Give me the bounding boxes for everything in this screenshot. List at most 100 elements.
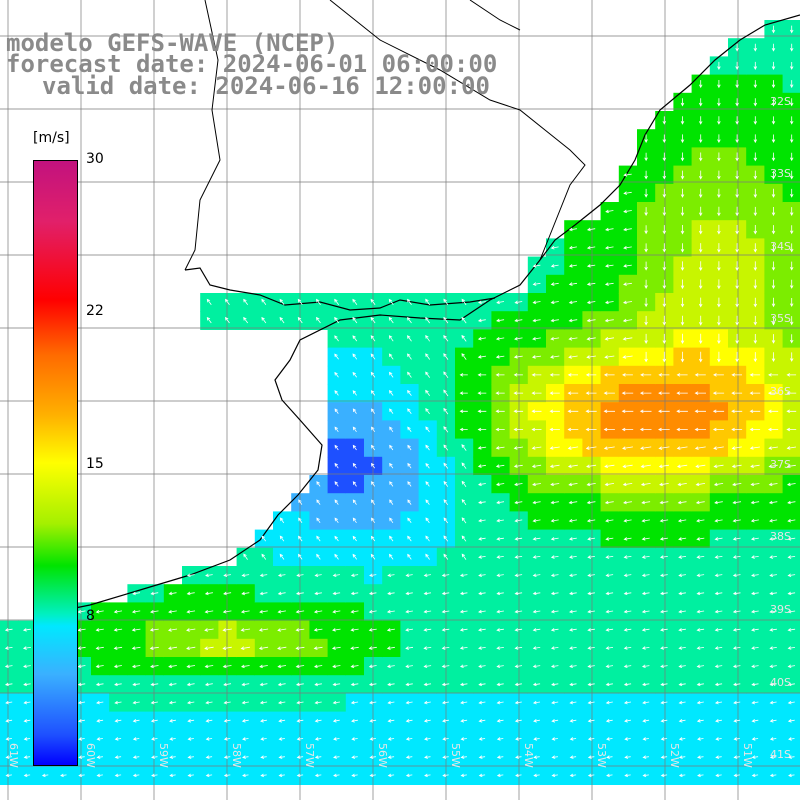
wind-arrow [4, 682, 13, 687]
wind-arrow [131, 628, 141, 632]
wind-arrow [350, 664, 359, 669]
wind-arrow [205, 773, 213, 778]
wind-arrow [513, 373, 523, 377]
wind-arrow [644, 351, 648, 363]
wind-arrow [622, 318, 633, 323]
wind-arrow [641, 591, 650, 596]
wind-arrow [316, 553, 321, 560]
wind-arrow [568, 500, 578, 505]
wind-arrow [168, 664, 177, 669]
wind-arrow [425, 371, 431, 378]
wind-arrow [771, 225, 776, 235]
wind-arrow [624, 755, 631, 759]
wind-arrow [680, 261, 685, 271]
wind-arrow [495, 427, 505, 432]
wind-arrow [623, 628, 632, 632]
wind-arrow [768, 446, 778, 450]
wind-arrow [715, 718, 722, 723]
wind-arrow [461, 499, 467, 506]
wind-arrow [496, 700, 504, 705]
wind-arrow [587, 609, 595, 614]
wind-arrow [241, 718, 249, 723]
wind-arrow [717, 61, 721, 70]
wind-arrow [295, 682, 304, 687]
wind-arrow [714, 700, 723, 705]
wind-arrow [698, 170, 703, 180]
wind-arrow [96, 718, 104, 723]
wind-arrow [769, 537, 778, 541]
wind-arrow [750, 482, 760, 487]
wind-arrow [131, 664, 141, 669]
wind-arrow [240, 646, 251, 650]
wind-arrow [714, 518, 723, 523]
wind-arrow [604, 300, 614, 305]
wind-arrow [514, 682, 522, 687]
wind-arrow [260, 737, 267, 741]
wind-arrow [279, 535, 285, 542]
wind-arrow [96, 737, 103, 741]
wind-arrow [550, 336, 560, 341]
wind-arrow [771, 316, 776, 326]
wind-arrow [478, 664, 486, 668]
wind-arrow [771, 297, 776, 308]
wind-arrow [677, 518, 687, 523]
wind-arrow [749, 391, 761, 395]
wind-arrow [714, 664, 723, 668]
wind-arrow [514, 537, 523, 541]
wind-arrow [496, 518, 504, 523]
wind-arrow [187, 700, 195, 705]
wind-arrow [223, 737, 231, 741]
wind-arrow [425, 517, 430, 524]
wind-arrow [714, 682, 723, 687]
wind-arrow [660, 737, 668, 741]
wind-arrow [733, 700, 741, 705]
wind-arrow [478, 682, 486, 687]
wind-arrow [169, 737, 176, 741]
wind-arrow [23, 773, 31, 778]
wind-arrow [569, 646, 577, 650]
wind-arrow [496, 555, 504, 559]
wind-arrow [370, 553, 376, 560]
wind-arrow [443, 480, 449, 487]
wind-arrow [313, 664, 323, 669]
wind-arrow [513, 409, 524, 414]
wind-arrow [622, 355, 633, 359]
wind-arrow [733, 718, 741, 723]
wind-arrow [297, 316, 303, 324]
wind-arrow [389, 408, 394, 414]
wind-arrow [569, 591, 577, 596]
wind-arrow [495, 482, 505, 487]
wind-arrow [786, 391, 797, 395]
wind-arrow [733, 773, 740, 778]
wind-arrow [205, 755, 213, 759]
wind-arrow [586, 464, 597, 468]
wind-arrow [350, 700, 359, 705]
wind-arrow [369, 737, 376, 741]
wind-arrow [753, 315, 758, 326]
wind-arrow [549, 391, 560, 395]
wind-arrow [769, 755, 777, 759]
wind-arrow [714, 628, 723, 632]
wind-arrow [386, 609, 395, 614]
wind-arrow [95, 664, 104, 669]
wind-arrow [350, 628, 359, 632]
wind-arrow [205, 573, 213, 577]
wind-arrow [787, 591, 796, 596]
wind-arrow [295, 664, 305, 669]
wind-arrow [532, 336, 541, 341]
wind-arrow [569, 573, 577, 577]
wind-arrow [461, 553, 467, 560]
wind-arrow [660, 755, 668, 759]
wind-arrow [621, 391, 634, 395]
wind-arrow [568, 355, 578, 359]
wind-arrow [240, 628, 251, 632]
wind-arrow [717, 297, 721, 308]
wind-arrow [443, 499, 449, 506]
wind-arrow [407, 316, 412, 324]
wind-arrow [259, 609, 268, 614]
wind-arrow [241, 573, 250, 577]
wind-arrow [787, 646, 796, 650]
wind-arrow [149, 628, 159, 632]
wind-arrow [550, 482, 560, 487]
wind-arrow [568, 336, 578, 341]
